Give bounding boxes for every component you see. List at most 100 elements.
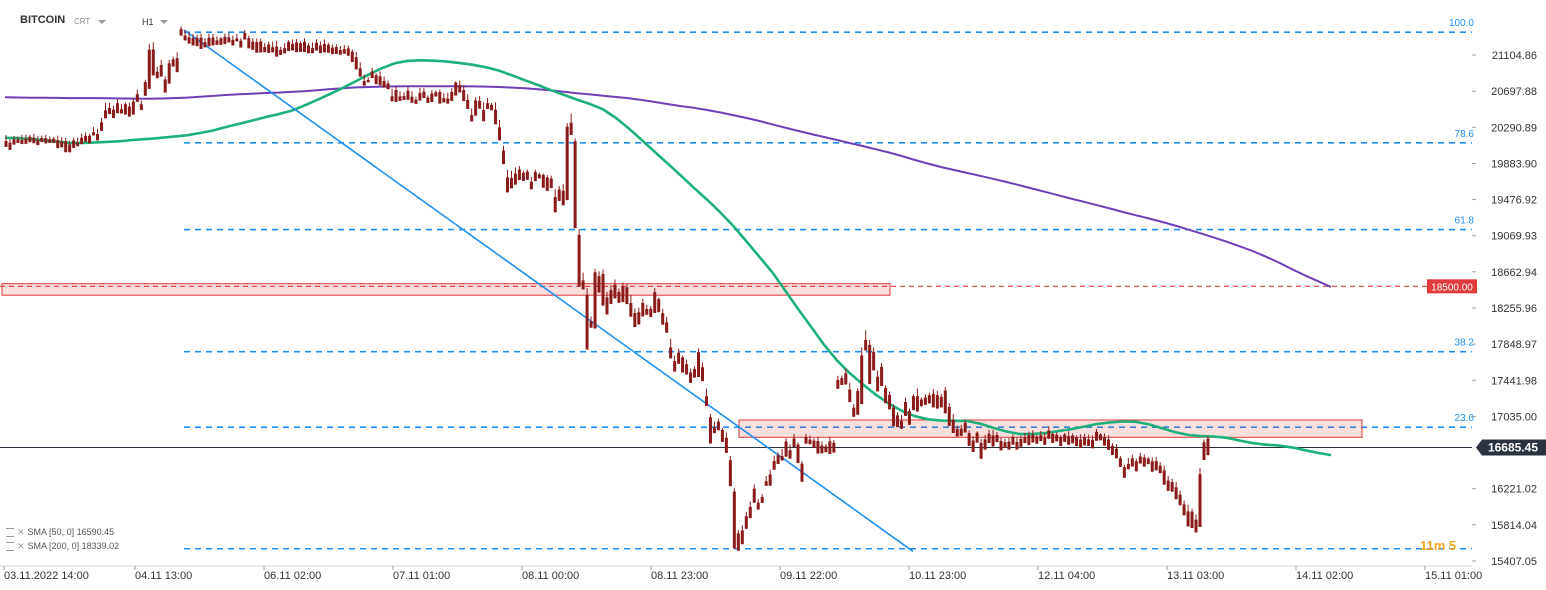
time-tick-label: 13.11 03:00 [1167, 570, 1224, 582]
candle [633, 308, 637, 328]
candle [462, 85, 466, 102]
candle [123, 102, 127, 115]
candle-body [48, 139, 52, 143]
candle [326, 42, 330, 53]
candle-body [283, 48, 287, 54]
candle [227, 32, 231, 43]
candle [1110, 443, 1114, 455]
candle [708, 414, 712, 444]
candle-body [720, 429, 724, 442]
candle [346, 45, 350, 56]
candle-body [358, 68, 362, 77]
candle [56, 135, 60, 149]
candle-body [513, 173, 517, 185]
candle [143, 79, 147, 96]
candle-body [466, 99, 470, 109]
candle [577, 229, 581, 287]
price-axis[interactable]: 21104.86 20697.88 20290.89 19883.90 19476.92… [1427, 50, 1546, 568]
candle-body [1099, 434, 1102, 441]
price-tick-label: 17441.98 [1491, 375, 1537, 387]
candle [287, 40, 291, 51]
current-price-label: 16685.45 [1488, 440, 1538, 454]
candle-body [430, 93, 434, 102]
level-18500-label: 18500.00 [1431, 282, 1473, 293]
candle [438, 89, 442, 104]
candles[interactable] [4, 26, 1210, 551]
candle-body [505, 177, 509, 193]
sma50-legend: ✕ SMA [50, 0] 16590.45 [6, 527, 114, 538]
candle [1059, 435, 1063, 447]
candle [498, 119, 502, 141]
candle [279, 46, 283, 55]
market-chevron-down-icon[interactable] [98, 20, 106, 24]
candle-body [259, 41, 263, 53]
candle [1130, 454, 1134, 467]
candle-body [1087, 439, 1091, 446]
candle [876, 370, 880, 392]
candle [1019, 435, 1023, 447]
symbol-label[interactable]: BITCOIN [20, 14, 66, 26]
candle-body [410, 96, 414, 103]
candle [601, 269, 605, 306]
candle-body [561, 190, 565, 206]
candle [907, 408, 911, 425]
candle-body [943, 390, 947, 414]
candle-body [235, 38, 239, 42]
candle [959, 424, 963, 436]
candle [422, 87, 426, 99]
candle-body [346, 48, 350, 56]
candle-body [502, 150, 505, 165]
candle-body [1114, 448, 1118, 459]
candle [864, 330, 868, 351]
candle-body [1063, 434, 1067, 442]
candle [669, 338, 673, 359]
trendline[interactable] [183, 29, 914, 553]
candle-body [314, 42, 318, 51]
candle-body [1079, 439, 1083, 448]
candle-body [107, 108, 111, 115]
candle-body [96, 134, 100, 141]
candle [1170, 478, 1174, 492]
candle-body [665, 322, 669, 333]
candle [1003, 438, 1007, 448]
candle-body [24, 138, 28, 144]
candle-body [1011, 436, 1015, 445]
candle-body [267, 44, 271, 53]
price-tick-label: 18255.96 [1491, 303, 1537, 315]
candle-body [350, 51, 354, 63]
candle-body [1198, 474, 1202, 527]
candle [744, 511, 748, 529]
candle [788, 444, 792, 459]
candle [426, 95, 430, 103]
candle-body [1035, 436, 1039, 444]
candle-body [104, 110, 107, 119]
timeframe-chevron-down-icon[interactable] [160, 20, 168, 24]
candle [1071, 433, 1075, 444]
candle [235, 34, 239, 42]
candle [995, 431, 999, 443]
close-icon[interactable]: ✕ [17, 541, 25, 551]
candle-body [143, 82, 147, 96]
candle [1122, 464, 1126, 478]
candle-body [852, 407, 856, 417]
fib-label: 61.8 [1455, 216, 1475, 227]
candle [64, 137, 68, 153]
menu-icon[interactable] [6, 528, 14, 538]
candle [390, 88, 394, 102]
market-label[interactable]: CRT [74, 17, 91, 26]
candle-body [1126, 463, 1130, 470]
candle [589, 316, 593, 328]
menu-icon[interactable] [6, 542, 14, 552]
candle-body [299, 43, 303, 52]
candle [812, 438, 816, 448]
timeframe-label[interactable]: H1 [142, 17, 154, 27]
candle-body [1102, 436, 1106, 446]
candle-body [724, 437, 728, 453]
time-tick-label: 15.11 01:00 [1425, 570, 1482, 582]
candle [728, 455, 732, 487]
candle [1047, 426, 1051, 439]
candle [171, 56, 175, 67]
close-icon[interactable]: ✕ [17, 527, 25, 537]
time-axis[interactable]: 03.11.2022 14:00 04.11 13:00 06.11 02:00 07… [0, 565, 1482, 582]
